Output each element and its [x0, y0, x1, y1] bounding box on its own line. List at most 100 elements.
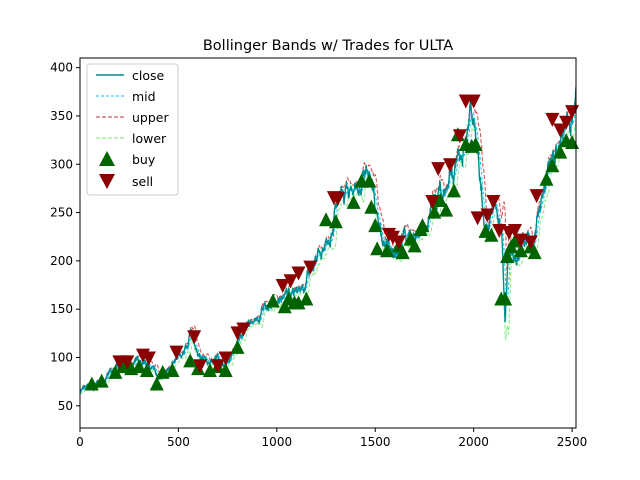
buy-marker — [507, 233, 522, 248]
sell-marker — [507, 223, 522, 238]
y-tick-label-2: 150 — [50, 302, 73, 316]
buy-marker — [364, 199, 379, 214]
sell-marker — [193, 359, 208, 374]
sell-marker — [443, 158, 458, 173]
x-tick-label-1: 500 — [167, 435, 190, 449]
buy-marker — [415, 218, 430, 233]
buy-marker — [94, 373, 109, 388]
sell-marker — [480, 208, 495, 223]
buy-marker — [291, 295, 306, 310]
chart-title: Bollinger Bands w/ Trades for ULTA — [203, 38, 453, 54]
x-tick-label-2: 1000 — [262, 435, 293, 449]
buy-marker — [539, 171, 554, 186]
x-tick-label-0: 0 — [76, 435, 84, 449]
legend-mid-label: mid — [132, 89, 156, 104]
buy-marker — [116, 359, 131, 374]
buy-marker — [513, 243, 528, 258]
sell-marker — [303, 260, 318, 275]
buy-marker — [230, 339, 245, 354]
buy-marker — [498, 291, 513, 306]
legend-close-label: close — [132, 68, 165, 83]
y-tick-label-3: 200 — [50, 254, 73, 268]
marker-layer — [84, 94, 580, 391]
x-tick-label-4: 2000 — [458, 435, 489, 449]
y-tick-label-6: 350 — [50, 109, 73, 123]
buy-marker — [346, 194, 361, 209]
buy-marker — [139, 363, 154, 378]
sell-marker — [218, 351, 233, 366]
series-lower — [80, 124, 576, 395]
plot-frame — [79, 57, 577, 429]
legend-sell-label: sell — [132, 174, 153, 189]
buy-marker — [395, 245, 410, 260]
buy-marker — [165, 363, 180, 378]
y-tick-label-4: 250 — [50, 206, 73, 220]
buy-marker — [155, 364, 170, 379]
buy-marker — [265, 293, 280, 308]
buy-marker — [328, 214, 343, 229]
sell-marker — [141, 351, 156, 366]
sell-marker — [120, 355, 135, 370]
legend-lower-label: lower — [132, 131, 167, 146]
legend-sell-marker — [99, 174, 115, 189]
sell-marker — [291, 266, 306, 281]
buy-marker — [407, 238, 422, 253]
sell-marker — [553, 123, 568, 138]
buy-marker — [368, 218, 383, 233]
buy-marker — [553, 144, 568, 159]
y-tick-label-5: 300 — [50, 157, 73, 171]
sell-marker — [275, 279, 290, 294]
buy-marker — [468, 136, 483, 151]
y-tick-label-7: 400 — [50, 61, 73, 75]
buy-marker — [380, 243, 395, 258]
sell-marker — [169, 345, 184, 360]
sell-marker — [236, 322, 251, 337]
sell-marker — [187, 330, 202, 345]
sell-marker — [391, 235, 406, 250]
x-tick-label-5: 2500 — [557, 435, 588, 449]
buy-marker — [277, 299, 292, 314]
sell-marker — [513, 233, 528, 248]
y-tick-label-1: 100 — [50, 350, 73, 364]
buy-marker — [433, 192, 448, 207]
sell-marker — [210, 359, 225, 374]
axis-layer: 0 500 1000 1500 2000 2500 50 100 150 200 250 300 350… — [50, 61, 587, 449]
buy-marker — [218, 363, 233, 378]
buy-marker — [446, 183, 461, 198]
buy-marker — [427, 204, 442, 219]
x-tick-label-3: 1500 — [360, 435, 391, 449]
sell-marker — [470, 211, 485, 226]
buy-marker — [149, 376, 164, 391]
sell-marker — [431, 162, 446, 177]
y-tick-label-0: 50 — [58, 399, 73, 413]
legend: close mid upper lower buy sell — [86, 63, 179, 196]
buy-marker — [545, 158, 560, 173]
buy-marker — [132, 359, 147, 374]
sell-marker — [330, 192, 345, 207]
sell-marker — [486, 194, 501, 209]
buy-marker — [527, 245, 542, 260]
buy-marker — [108, 364, 123, 379]
sell-marker — [559, 115, 574, 130]
sell-marker — [545, 112, 560, 127]
buy-marker — [362, 173, 377, 188]
legend-upper-label: upper — [132, 110, 169, 125]
buy-marker — [202, 363, 217, 378]
buy-marker — [500, 249, 515, 264]
buy-marker — [484, 227, 499, 242]
sell-marker — [529, 189, 544, 204]
legend-buy-label: buy — [132, 152, 156, 167]
buy-marker — [183, 353, 198, 368]
sell-marker — [425, 194, 440, 209]
buy-marker — [319, 212, 334, 227]
sell-marker — [466, 94, 481, 109]
buy-marker — [370, 241, 385, 256]
buy-marker — [299, 291, 314, 306]
sell-marker — [492, 223, 507, 238]
buy-marker — [439, 202, 454, 217]
sell-marker — [452, 129, 467, 144]
legend-buy-marker — [99, 151, 115, 166]
sell-marker — [523, 235, 538, 250]
sell-marker — [283, 274, 298, 289]
